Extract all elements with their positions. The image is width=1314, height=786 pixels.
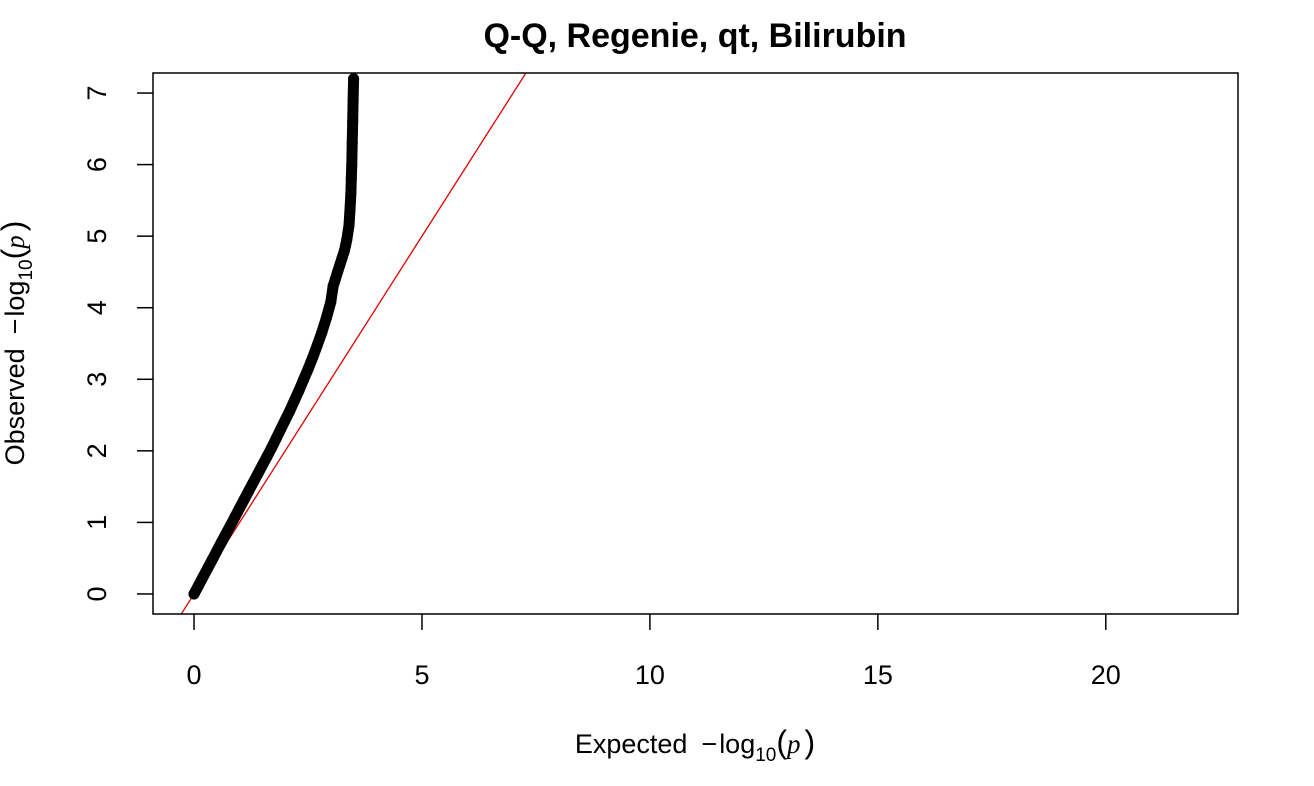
x-axis-label-var: p: [785, 729, 801, 759]
y-tick-label: 0: [82, 586, 112, 601]
x-axis-label-minus: −: [701, 729, 717, 759]
y-axis-label-var: p: [0, 235, 30, 251]
x-tick-label: 5: [414, 660, 429, 690]
y-axis-label-minus: −: [0, 319, 30, 335]
x-axis-label-open: (: [776, 724, 787, 760]
y-tick-label: 3: [82, 372, 112, 387]
x-tick-label: 10: [635, 660, 665, 690]
chart-title: Q-Q, Regenie, qt, Bilirubin: [483, 17, 906, 55]
x-axis-label-sub: 10: [755, 745, 776, 766]
y-axis-label-log: log: [0, 281, 30, 317]
y-axis-label-sub: 10: [16, 259, 37, 280]
x-tick-label: 0: [187, 660, 202, 690]
x-tick-label: 20: [1091, 660, 1121, 690]
y-tick-label: 7: [82, 86, 112, 101]
y-tick-label: 4: [82, 300, 112, 315]
y-tick-label: 2: [82, 443, 112, 458]
y-tick-label: 1: [82, 515, 112, 530]
points-layer: [188, 73, 360, 600]
x-axis-label-prefix: Expected: [575, 729, 688, 759]
x-axis-label-close: ): [805, 724, 816, 760]
y-axis-label-prefix: Observed: [0, 348, 30, 465]
x-axis: 0 5 10 15 20: [187, 614, 1121, 690]
y-axis-label-open: (: [0, 248, 31, 259]
y-axis: 0 1 2 3 4 5 6 7: [82, 86, 153, 601]
x-axis-label: Expected −log10(p): [575, 724, 815, 766]
x-axis-label-log: log: [719, 729, 755, 759]
y-axis-label: Observed − log10(p): [0, 221, 37, 466]
y-axis-label-close: ): [0, 221, 31, 232]
plot-frame: [152, 72, 1239, 615]
reference-line: [180, 73, 527, 614]
points-band: [188, 73, 360, 600]
y-tick-label: 5: [82, 229, 112, 244]
y-tick-label: 6: [82, 157, 112, 172]
x-tick-label: 15: [863, 660, 893, 690]
